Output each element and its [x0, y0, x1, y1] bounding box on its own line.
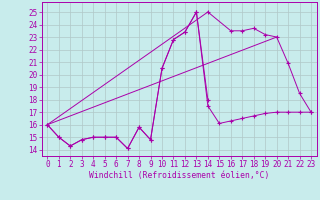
X-axis label: Windchill (Refroidissement éolien,°C): Windchill (Refroidissement éolien,°C)	[89, 171, 269, 180]
